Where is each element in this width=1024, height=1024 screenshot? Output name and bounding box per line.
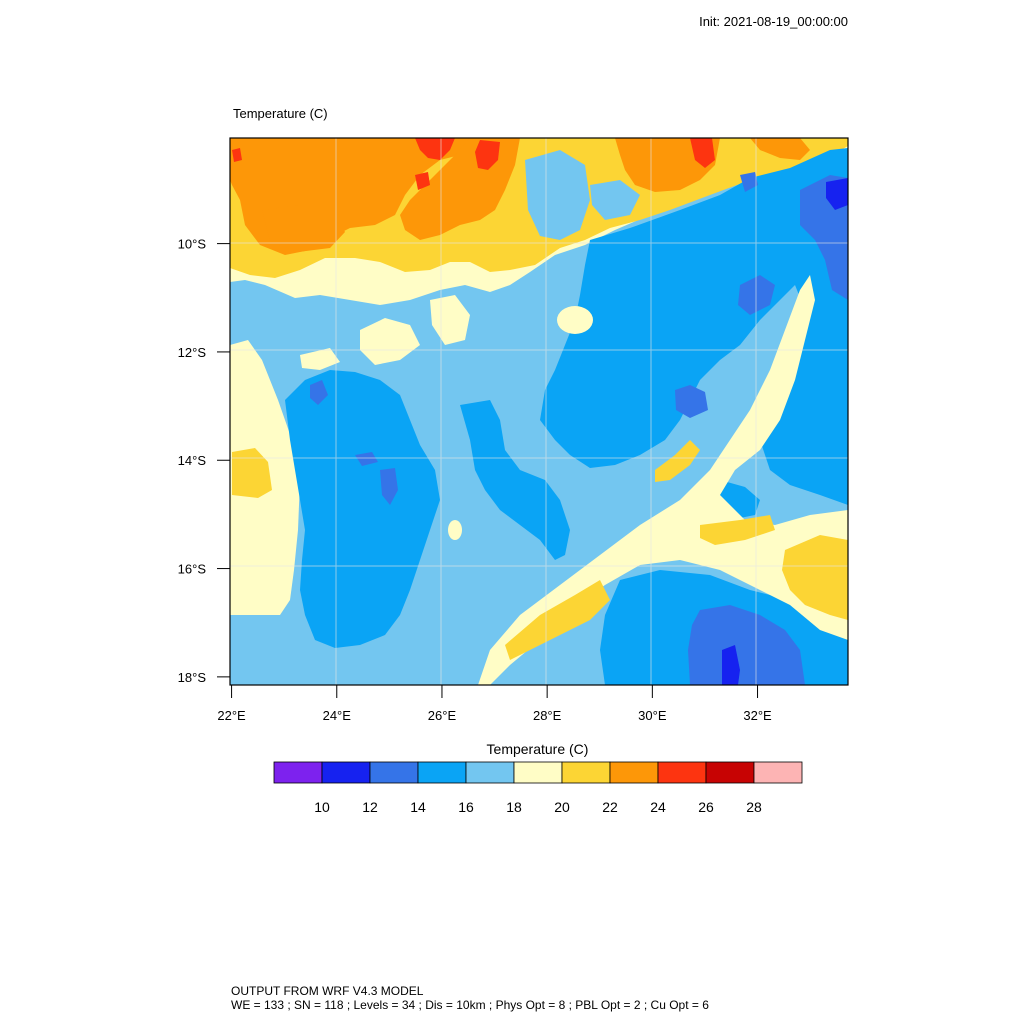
- footer-model-label: OUTPUT FROM WRF V4.3 MODEL: [231, 984, 424, 998]
- lon-tick-label: 22°E: [217, 708, 246, 723]
- init-time-label: Init: 2021-08-19_00:00:00: [699, 14, 848, 29]
- gridlines: [230, 138, 848, 685]
- colorbar-label: 24: [650, 799, 666, 815]
- colorbar-label: 14: [410, 799, 426, 815]
- lat-axis: 10°S 12°S 14°S 16°S 18°S: [178, 237, 230, 685]
- lon-tick-label: 30°E: [638, 708, 667, 723]
- lon-tick-label: 26°E: [428, 708, 457, 723]
- lon-tick-label: 32°E: [743, 708, 772, 723]
- colorbar-label: 18: [506, 799, 522, 815]
- colorbar-swatch: [417, 761, 467, 784]
- lon-tick-label: 28°E: [533, 708, 562, 723]
- colorbar-swatch: [321, 761, 371, 784]
- colorbar-title: Temperature (C): [486, 741, 589, 757]
- plot-title: Temperature (C): [233, 106, 328, 121]
- colorbar-label: 10: [314, 799, 330, 815]
- colorbar-swatch: [753, 761, 803, 784]
- colorbar-label: 28: [746, 799, 762, 815]
- lat-tick-label: 14°S: [178, 453, 207, 468]
- colorbar-swatch: [561, 761, 611, 784]
- colorbar-label: 12: [362, 799, 378, 815]
- lat-tick-label: 16°S: [178, 562, 207, 577]
- colorbar-label: 26: [698, 799, 714, 815]
- colorbar-swatch: [657, 761, 707, 784]
- lon-tick-label: 24°E: [323, 708, 352, 723]
- colorbar-swatch: [513, 761, 563, 784]
- colorbar-label: 22: [602, 799, 618, 815]
- lat-tick-label: 10°S: [178, 237, 207, 252]
- colorbar-label: 20: [554, 799, 570, 815]
- lat-tick-label: 18°S: [178, 670, 207, 685]
- lon-axis: 22°E 24°E 26°E 28°E 30°E 32°E: [217, 685, 772, 723]
- plot-frame: [229, 137, 849, 686]
- lat-tick-label: 12°S: [178, 345, 207, 360]
- colorbar-swatch: [705, 761, 755, 784]
- footer-config-label: WE = 133 ; SN = 118 ; Levels = 34 ; Dis …: [231, 998, 709, 1012]
- colorbar-swatch: [273, 761, 323, 784]
- colorbar-swatch: [609, 761, 659, 784]
- colorbar: 10 12 14 16 18 20 22 24 26 28: [273, 761, 803, 815]
- temperature-field: [230, 138, 848, 685]
- colorbar-swatch: [369, 761, 419, 784]
- colorbar-label: 16: [458, 799, 474, 815]
- colorbar-swatch: [465, 761, 515, 784]
